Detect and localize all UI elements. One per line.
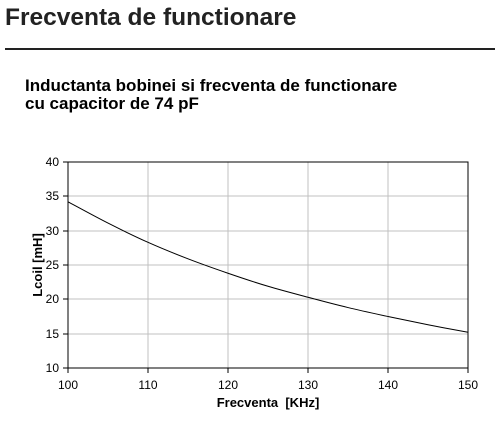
chart-title: Inductanta bobinei si frecventa de funct… xyxy=(25,77,397,113)
y-tick-label: 20 xyxy=(46,292,60,306)
y-tick-label: 35 xyxy=(46,189,60,203)
tick-labels: 100 110 120 130 140 150 10 15 20 25 30 35 40 xyxy=(46,155,479,392)
chart-title-line-1: Inductanta bobinei si frecventa de funct… xyxy=(25,76,398,95)
y-axis-label: Lcoil [mH] xyxy=(30,233,45,297)
x-tick-label: 150 xyxy=(458,378,478,392)
tick-marks xyxy=(63,161,469,373)
series-line xyxy=(67,201,469,333)
heading-divider xyxy=(5,48,495,50)
y-tick-label: 40 xyxy=(46,155,60,169)
x-tick-label: 110 xyxy=(138,378,157,392)
y-tick-label: 15 xyxy=(46,327,60,341)
y-tick-label: 10 xyxy=(46,361,60,375)
x-tick-label: 100 xyxy=(58,378,78,392)
x-tick-label: 140 xyxy=(378,378,398,392)
plot-frame xyxy=(67,161,469,369)
series-group xyxy=(67,201,469,333)
x-tick-label: 130 xyxy=(298,378,318,392)
x-axis-label: Frecventa [KHz] xyxy=(217,395,320,410)
x-tick-label: 120 xyxy=(218,378,238,392)
y-tick-label: 30 xyxy=(46,224,60,238)
chart-title-line-2: cu capacitor de 74 pF xyxy=(25,94,199,113)
gridlines xyxy=(68,162,468,368)
y-tick-label: 25 xyxy=(46,258,60,272)
page-heading: Frecventa de functionare xyxy=(5,4,297,31)
